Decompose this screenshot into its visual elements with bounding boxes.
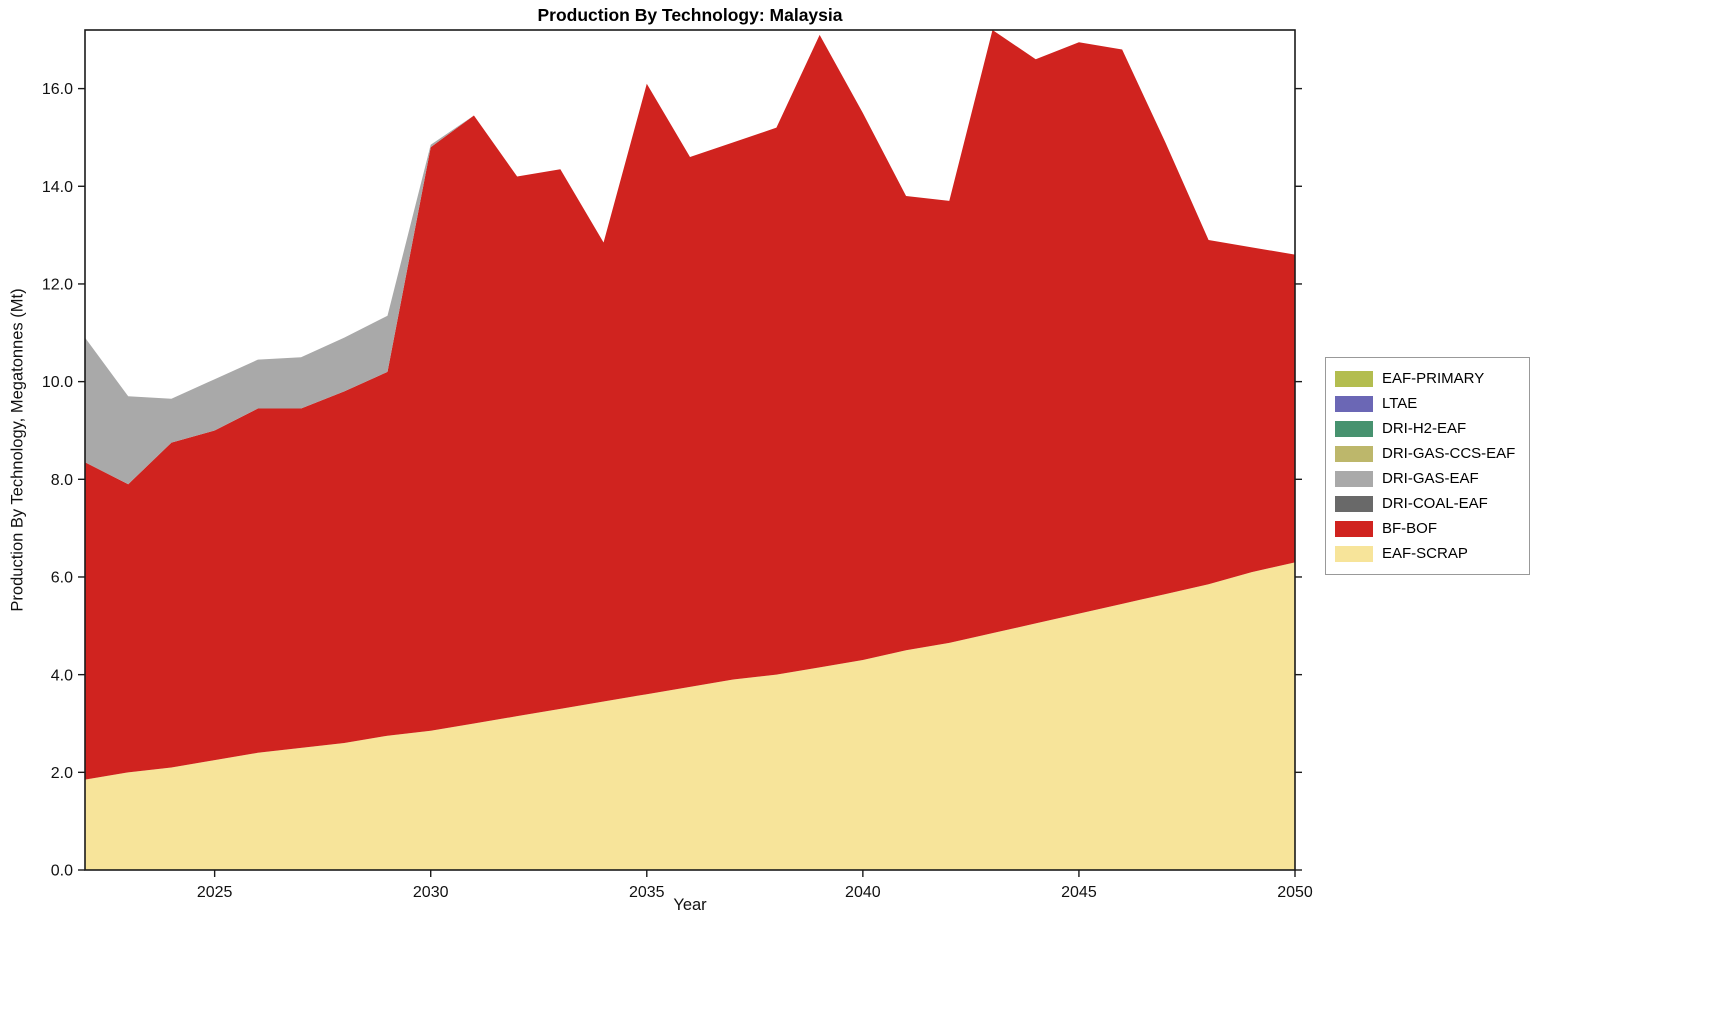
plot-border	[84, 29, 1296, 871]
legend-swatch-dri-gas-eaf	[1335, 470, 1373, 487]
legend-swatch-dri-gas-ccs-eaf	[1335, 445, 1373, 462]
legend-swatch-eaf-primary	[1335, 370, 1373, 387]
legend-label: DRI-GAS-CCS-EAF	[1382, 445, 1516, 462]
legend-label: DRI-COAL-EAF	[1382, 495, 1488, 512]
x-axis-label: Year	[673, 896, 707, 914]
legend-swatch-ltae	[1335, 395, 1373, 412]
legend-label: LTAE	[1382, 395, 1418, 412]
legend-item-dri-h2-eaf: DRI-H2-EAF	[1335, 416, 1515, 441]
legend-swatch-bf-bof	[1335, 520, 1373, 537]
y-tick-label: 0.0	[51, 863, 73, 880]
legend-item-eaf-scrap: EAF-SCRAP	[1335, 541, 1515, 566]
legend-item-dri-coal-eaf: DRI-COAL-EAF	[1335, 491, 1515, 516]
area-dri-gas-eaf	[85, 30, 1295, 485]
legend-item-bf-bof: BF-BOF	[1335, 516, 1515, 541]
x-tick-label: 2025	[197, 884, 233, 901]
legend-item-dri-gas-ccs-eaf: DRI-GAS-CCS-EAF	[1335, 441, 1515, 466]
legend-swatch-dri-coal-eaf	[1335, 495, 1373, 512]
y-tick-label: 16.0	[42, 81, 73, 98]
axis-ticks	[78, 87, 1302, 877]
y-tick-label: 12.0	[42, 277, 73, 294]
legend-item-ltae: LTAE	[1335, 391, 1515, 416]
y-tick-label: 6.0	[51, 570, 73, 587]
legend-swatch-dri-h2-eaf	[1335, 420, 1373, 437]
x-tick-label: 2030	[413, 884, 449, 901]
legend-label: DRI-H2-EAF	[1382, 420, 1467, 437]
y-tick-label: 8.0	[51, 472, 73, 489]
legend-label: BF-BOF	[1382, 520, 1437, 537]
legend-label: EAF-SCRAP	[1382, 545, 1468, 562]
area-eaf-scrap	[85, 562, 1295, 870]
x-tick-label: 2040	[845, 884, 881, 901]
y-tick-label: 10.0	[42, 374, 73, 391]
x-tick-label: 2050	[1277, 884, 1313, 901]
legend-label: EAF-PRIMARY	[1382, 370, 1485, 387]
legend-swatch-eaf-scrap	[1335, 545, 1373, 562]
chart-title: Production By Technology: Malaysia	[537, 5, 843, 25]
legend-item-dri-gas-eaf: DRI-GAS-EAF	[1335, 466, 1515, 491]
y-tick-label: 14.0	[42, 179, 73, 196]
y-tick-label: 2.0	[51, 765, 73, 782]
legend-label: DRI-GAS-EAF	[1382, 470, 1479, 487]
x-tick-label: 2045	[1061, 884, 1097, 901]
legend: EAF-PRIMARY LTAE DRI-H2-EAF DRI-GAS-CCS-EAF…	[1325, 357, 1531, 575]
area-series-group	[85, 30, 1295, 870]
y-tick-label: 4.0	[51, 667, 73, 684]
legend-item-eaf-primary: EAF-PRIMARY	[1335, 366, 1515, 391]
x-tick-label: 2035	[629, 884, 665, 901]
area-bf-bof	[85, 30, 1295, 780]
